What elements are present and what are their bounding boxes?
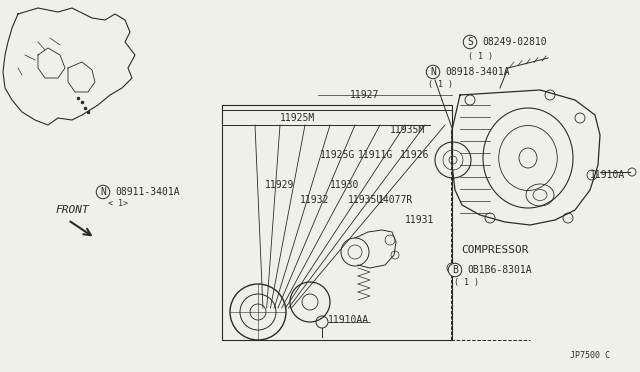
Text: 11926: 11926 <box>400 150 429 160</box>
Text: 11930: 11930 <box>330 180 360 190</box>
Text: N: N <box>430 67 436 77</box>
Text: 11935U: 11935U <box>348 195 383 205</box>
Text: < 1>: < 1> <box>108 199 128 208</box>
Text: 11910A: 11910A <box>590 170 625 180</box>
Text: 08918-3401A: 08918-3401A <box>445 67 509 77</box>
Text: S: S <box>467 37 473 47</box>
Text: 11931: 11931 <box>405 215 435 225</box>
Text: 11911G: 11911G <box>358 150 393 160</box>
Text: 11925G: 11925G <box>320 150 355 160</box>
Text: 11927: 11927 <box>350 90 380 100</box>
Text: COMPRESSOR: COMPRESSOR <box>461 245 529 255</box>
Text: 08249-02810: 08249-02810 <box>482 37 547 47</box>
Text: B: B <box>452 265 458 275</box>
Text: JP7500 C: JP7500 C <box>570 350 610 359</box>
Text: FRONT: FRONT <box>55 205 89 215</box>
Text: 0B1B6-8301A: 0B1B6-8301A <box>467 265 532 275</box>
Text: 11935M: 11935M <box>390 125 425 135</box>
Text: N: N <box>100 187 106 197</box>
Text: ( 1 ): ( 1 ) <box>454 278 479 286</box>
Text: ( 1 ): ( 1 ) <box>429 80 454 90</box>
Text: 11932: 11932 <box>300 195 330 205</box>
Text: 14077R: 14077R <box>378 195 413 205</box>
Text: 11925M: 11925M <box>280 113 316 123</box>
Text: 11929: 11929 <box>265 180 294 190</box>
Text: 11910AA: 11910AA <box>328 315 369 325</box>
Text: 08911-3401A: 08911-3401A <box>115 187 180 197</box>
Text: ( 1 ): ( 1 ) <box>468 51 493 61</box>
